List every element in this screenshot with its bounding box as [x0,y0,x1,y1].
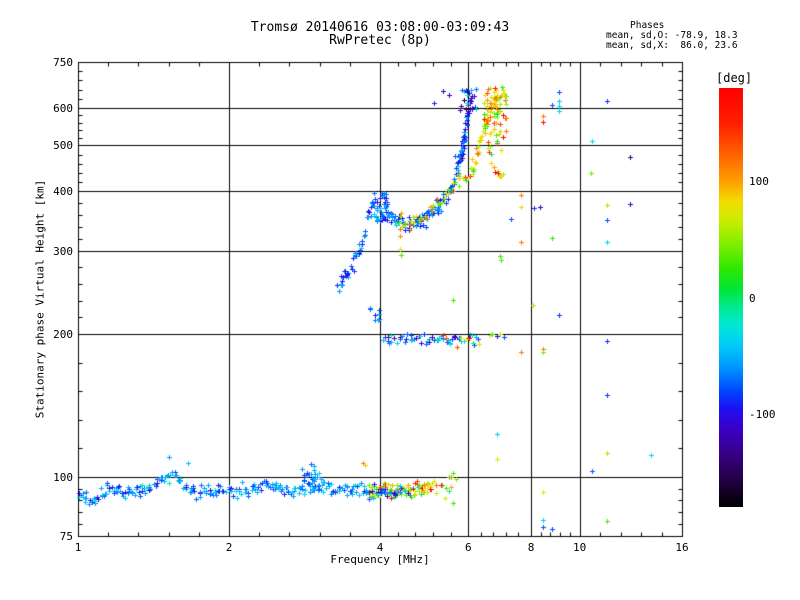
y-tick-label: 500 [53,139,73,153]
plot-subtitle: RwPretec (8p) [329,33,431,48]
x-tick-label: 16 [675,541,689,554]
colorbar [719,88,743,507]
x-tick-label: 4 [376,541,384,554]
y-tick-label: 300 [53,244,73,258]
y-tick-label: 200 [53,328,73,342]
y-tick-label: 100 [53,470,73,484]
colorbar-tick-label: 100 [749,175,769,189]
phase-stats-x-mode: mean, sd,X: 86.0, 23.6 [606,40,738,51]
colorbar-tick-label: -100 [749,407,776,421]
colorbar-tick-label: 0 [749,291,756,305]
y-tick-label: 75 [59,530,73,543]
phase-stats-header: Phases [630,20,665,31]
x-tick-label: 10 [572,541,587,554]
y-tick-label: 750 [53,56,73,69]
x-tick-label: 2 [225,541,233,554]
plot-title: Tromsø 20140616 03:08:00-03:09:43 [250,20,510,35]
phase-stats-o-mode: mean, sd,O: -78.9, 18.3 [606,30,738,41]
x-tick-label: 6 [465,541,472,554]
y-axis-label: Stationary phase Virtual Height [km] [33,179,47,419]
x-tick-label: 1 [74,541,82,554]
colorbar-unit-label: [deg] [716,71,753,85]
x-tick-label: 8 [527,541,535,554]
y-tick-label: 400 [53,185,73,199]
y-tick-label: 600 [53,101,73,115]
x-axis-label: Frequency [MHz] [330,553,430,566]
